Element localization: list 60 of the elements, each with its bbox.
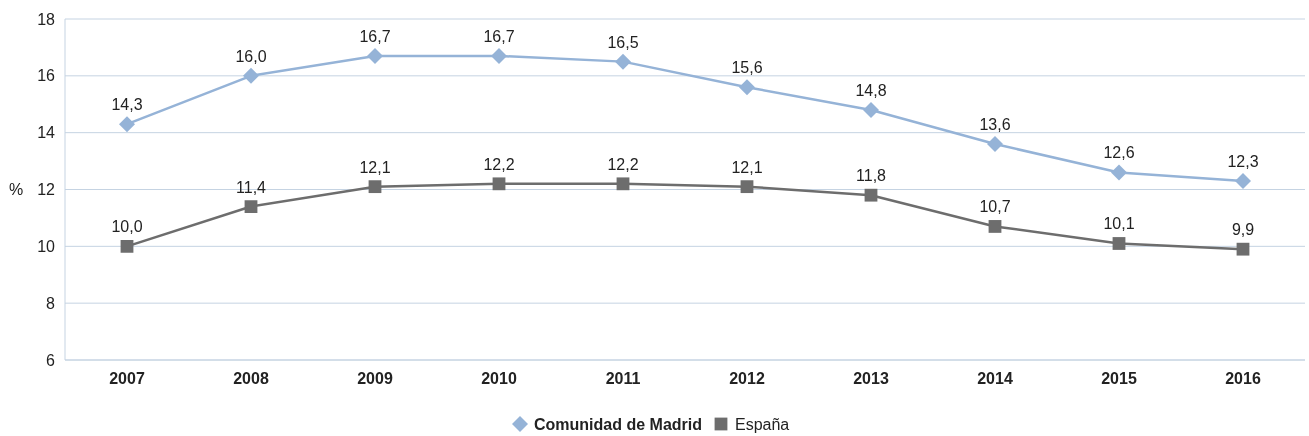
x-tick-label: 2012 [729,370,765,387]
data-label: 12,1 [359,158,391,176]
point [1236,242,1250,256]
y-tick-label: 8 [46,294,56,312]
y-tick-label: 14 [37,124,56,142]
data-label: 11,4 [236,178,267,196]
point [616,177,630,191]
point [119,116,135,133]
point [1235,172,1251,189]
x-tick-label: 2010 [481,370,517,387]
data-label: 16,7 [483,27,515,45]
y-tick-label: 12 [37,181,56,199]
point [988,220,1002,233]
data-label: 9,9 [1231,221,1255,239]
data-label: 16,0 [235,47,267,65]
data-label: 12,3 [1227,152,1259,170]
data-label: 16,5 [607,33,639,51]
data-label: 10,1 [1103,215,1135,233]
data-label: 16,7 [359,27,391,45]
data-label: 10,7 [979,198,1011,216]
x-tick-label: 2008 [233,370,269,387]
point [244,200,258,213]
point [243,67,259,84]
point [120,239,134,253]
x-tick-label: 2016 [1225,370,1261,387]
y-axis-title: % [8,181,24,199]
point [739,79,755,96]
point [1111,164,1127,181]
data-label: 10,0 [111,218,143,236]
y-tick-label: 6 [46,351,56,369]
point [368,180,382,194]
data-label: 13,6 [979,116,1011,134]
data-label: 11,8 [856,167,887,185]
point [864,188,878,202]
point [740,180,754,194]
data-label: 12,1 [731,158,763,176]
point [492,177,506,191]
legend-label: España [735,415,790,433]
point [367,47,383,64]
y-tick-label: 10 [37,237,56,255]
point [615,53,631,70]
x-tick-label: 2014 [977,370,1013,387]
point [863,101,879,118]
data-label: 14,8 [855,81,887,99]
data-label: 12,2 [483,155,515,173]
x-tick-label: 2007 [109,370,145,387]
x-tick-label: 2011 [605,370,641,387]
data-label: 14,3 [111,96,143,114]
x-tick-label: 2009 [357,370,393,387]
y-tick-label: 18 [37,10,56,28]
x-tick-label: 2015 [1101,370,1137,387]
x-tick-label: 2013 [853,370,889,387]
legend-label: Comunidad de Madrid [534,415,702,433]
point [1112,237,1126,250]
point [491,47,507,64]
y-tick-label: 16 [37,67,56,85]
data-label: 12,6 [1103,144,1135,162]
point [987,136,1003,153]
data-label: 15,6 [731,59,763,77]
data-label: 12,2 [607,155,639,173]
